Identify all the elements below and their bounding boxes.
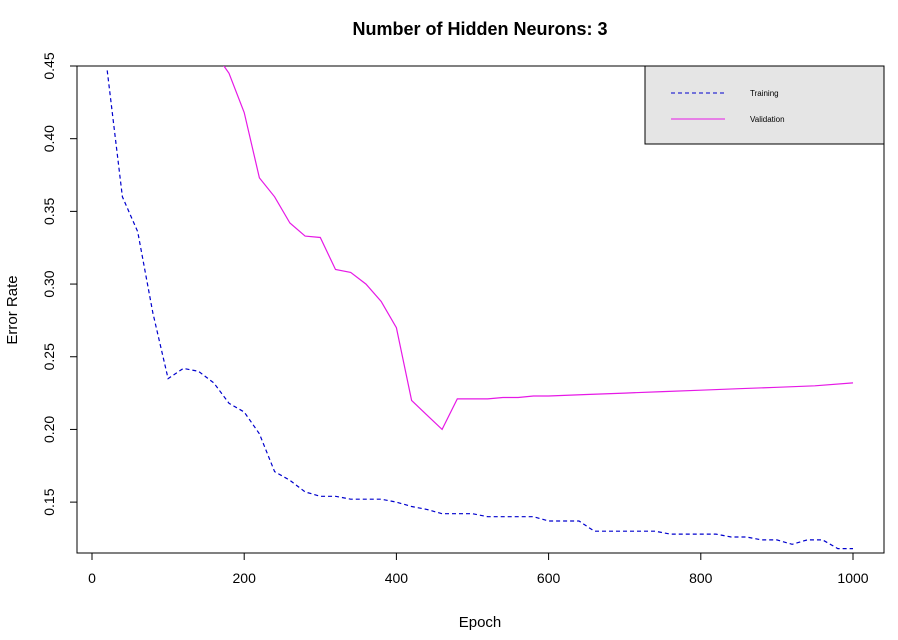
y-tick-label: 0.15 xyxy=(41,488,57,515)
y-tick-label: 0.40 xyxy=(41,125,57,152)
series-layer xyxy=(106,66,854,550)
y-tick-label: 0.35 xyxy=(41,198,57,225)
legend-label-training: Training xyxy=(750,89,779,98)
y-axis-label: Error Rate xyxy=(4,275,21,344)
y-tick-label: 0.45 xyxy=(41,52,57,79)
x-tick-label: 400 xyxy=(385,570,409,586)
y-tick-label: 0.20 xyxy=(41,416,57,443)
y-tick-label: 0.30 xyxy=(41,270,57,297)
x-tick-label: 200 xyxy=(233,570,257,586)
x-tick-label: 800 xyxy=(689,570,713,586)
x-axis: 0 200 400 600 800 1000 xyxy=(88,552,869,586)
x-tick-label: 1000 xyxy=(837,570,868,586)
series-line-training xyxy=(106,70,853,550)
legend-label-validation: Validation xyxy=(750,115,785,124)
y-tick-label: 0.25 xyxy=(41,343,57,370)
x-tick-label: 600 xyxy=(537,570,561,586)
y-axis: 0.15 0.20 0.25 0.30 0.35 0.40 0.45 xyxy=(41,52,78,516)
legend-box xyxy=(644,65,885,145)
x-tick-label: 0 xyxy=(88,570,96,586)
x-axis-label: Epoch xyxy=(459,614,502,631)
chart-title: Number of Hidden Neurons: 3 xyxy=(352,19,607,39)
series-line-validation xyxy=(223,66,854,431)
legend: Training Validation xyxy=(644,65,885,145)
